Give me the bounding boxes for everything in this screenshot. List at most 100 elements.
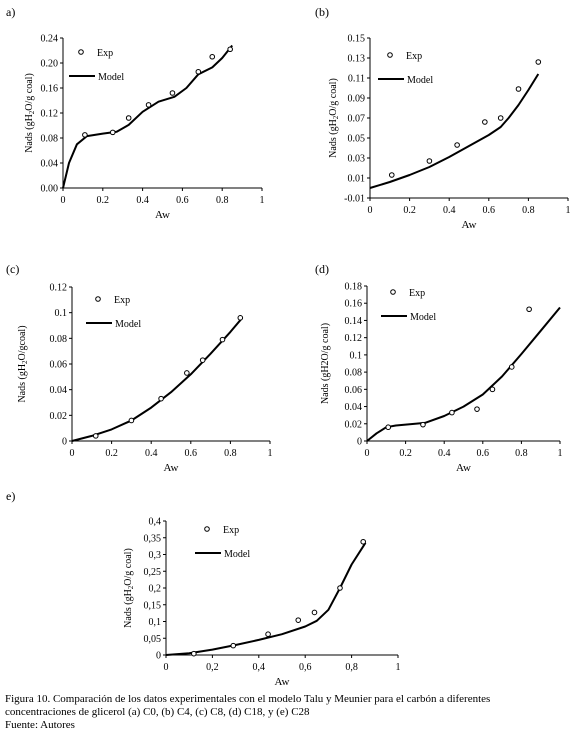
y-tick-label: 0.03 [348,154,366,165]
y-axis-label: Nads (gH2O/gcoal) [17,325,29,402]
x-tick-label: 0 [368,205,373,216]
legend-label-exp: Exp [114,295,130,306]
y-tick-label: 0.09 [348,94,366,105]
y-axis-label-part: O/g coal) [123,548,134,586]
exp-point [145,102,152,108]
exp-point [489,386,496,393]
exp-point [311,609,318,616]
y-tick-label: 0,15 [144,600,162,611]
panel-label: (c) [6,262,19,276]
legend-label-exp: Exp [406,51,422,62]
x-tick-label: 0.4 [438,448,451,459]
exp-point [426,158,433,164]
legend-label-exp: Exp [223,525,239,536]
exp-point [184,370,190,376]
y-axis-label-subscript: 2 [21,360,29,364]
exp-point [191,650,197,657]
exp-point [82,132,88,138]
exp-point [199,357,206,363]
legend-marker-exp [78,49,84,55]
y-tick-label: 0,35 [144,533,162,544]
x-tick-label: 0.8 [515,448,528,459]
y-tick-label: 0.16 [41,84,59,95]
y-tick-label: -0.01 [344,194,365,205]
x-tick-label: 0.8 [224,448,237,459]
caption-line-1: Figura 10. Comparación de los datos expe… [5,693,491,705]
model-line [369,73,540,189]
exp-point [388,172,395,178]
y-tick-label: 0.07 [348,114,366,125]
exp-point [337,585,343,591]
y-tick-label: 0,1 [149,617,162,628]
exp-point [158,395,164,402]
legend-label-model: Model [410,312,436,323]
model-line [165,542,367,656]
x-tick-label: 0 [365,448,370,459]
x-tick-label: 0 [70,448,75,459]
exp-point [526,306,532,313]
y-tick-label: 0.13 [348,54,366,65]
legend-marker-exp [95,296,101,302]
y-tick-label: 0 [156,651,161,662]
x-tick-label: 0.6 [477,448,490,459]
x-tick-label: 0.2 [399,448,412,459]
exp-point [535,59,542,65]
legend-marker-exp [204,526,210,532]
y-tick-label: 0,2 [149,584,162,595]
y-tick-label: 0.1 [350,350,363,361]
y-axis-label: Nads (gH2O/g coal) [320,323,331,404]
y-axis-label-part: Nads (gH [24,114,35,153]
y-tick-label: 0.11 [348,74,365,85]
y-tick-label: 0 [357,437,362,448]
y-axis-label: Nads (gH2O/g coal) [24,73,36,153]
x-tick-label: 0.6 [185,448,198,459]
x-axis-label: Aw [164,462,179,474]
y-axis-label-subscript: 2 [127,585,135,589]
y-tick-label: 0.04 [50,385,68,396]
panel-label: (d) [315,262,329,276]
x-tick-label: 0,2 [206,662,219,673]
y-axis-label-part: Nads (gH [328,119,339,158]
exp-point [237,315,244,321]
x-tick-label: 0.4 [136,195,149,206]
x-tick-label: 1 [566,205,571,216]
y-tick-label: 0.08 [50,334,68,345]
model-line [71,317,244,442]
y-tick-label: 0.15 [348,34,366,45]
x-tick-label: 1 [558,448,563,459]
panel-label: a) [6,5,15,19]
y-axis-label-part: Nads (gH2O/g coal) [320,323,331,404]
y-tick-label: 0,25 [144,567,162,578]
y-axis-label-part: Nads (gH [17,364,28,403]
panel-label: (b) [315,5,329,19]
legend-label-model: Model [98,72,124,83]
exp-point [497,115,504,121]
x-axis-label: Aw [155,209,170,221]
exp-point [482,119,488,125]
y-tick-label: 0.02 [50,411,68,422]
x-tick-label: 0.4 [443,205,456,216]
x-tick-label: 0,8 [345,662,358,673]
y-axis-label-part: Nads (gH [123,589,134,628]
x-tick-label: 0,6 [299,662,312,673]
y-tick-label: 0,05 [144,634,162,645]
exp-point [109,129,116,136]
caption-line-2: concentraciones de glicerol (a) C0, (b) … [5,706,310,718]
y-tick-label: 0.08 [41,134,59,145]
y-axis-label: Nads (gH2O/g coal) [123,548,135,628]
exp-point [227,46,233,53]
exp-point [449,409,455,416]
x-tick-label: 0.2 [105,448,118,459]
x-tick-label: 0.6 [483,205,496,216]
y-tick-label: 0.02 [345,419,363,430]
exp-point [385,424,392,431]
y-tick-label: 0.06 [50,360,68,371]
exp-point [360,538,367,545]
y-tick-label: 0.05 [348,134,366,145]
exp-point [474,406,480,412]
figure-caption: Figura 10. Comparación de los datos expe… [5,693,575,732]
legend-label-model: Model [407,75,433,86]
x-tick-label: 0 [61,195,66,206]
legend-label-exp: Exp [409,288,425,299]
